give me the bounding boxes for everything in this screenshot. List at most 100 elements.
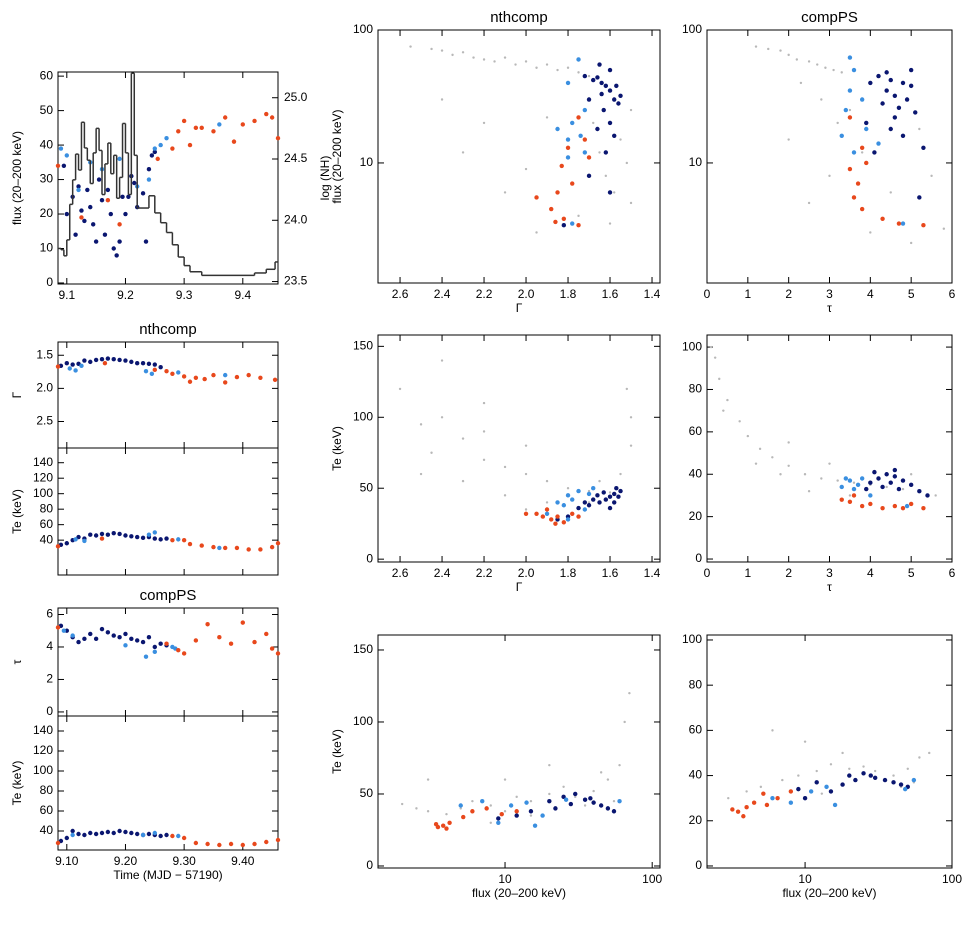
data-point [847, 115, 853, 120]
data-point [553, 806, 558, 811]
x-tick-label: 5 [908, 566, 915, 580]
data-point [555, 500, 560, 505]
y-tick-label: 0 [366, 551, 373, 565]
data-point [722, 409, 725, 412]
data-point [503, 778, 507, 781]
data-point [64, 541, 70, 546]
y-tick-label: 60 [40, 517, 54, 531]
data-point [129, 534, 134, 539]
data-point [117, 239, 122, 244]
data-point [143, 368, 149, 374]
data-point [607, 88, 613, 93]
data-point [105, 630, 111, 635]
data-point [832, 68, 835, 72]
data-point [70, 633, 75, 638]
data-point [275, 651, 281, 656]
y-tick-label: 100 [682, 632, 702, 646]
data-point [123, 829, 128, 835]
plot-frame [377, 634, 661, 869]
data-point [868, 773, 873, 778]
data-point [565, 80, 571, 86]
data-point [111, 633, 116, 638]
data-point [264, 839, 269, 845]
data-point [217, 842, 222, 848]
data-point [612, 500, 617, 505]
data-point [573, 791, 578, 797]
y-axis-label: Te (keV) [10, 489, 24, 534]
data-point [612, 133, 617, 139]
data-point [445, 812, 448, 816]
x-tick-label: 9.20 [114, 854, 138, 868]
data-point [619, 472, 622, 476]
data-point [917, 195, 922, 200]
x-tick-label: 2.4 [434, 566, 451, 580]
data-point [628, 691, 631, 695]
data-point [524, 800, 529, 805]
data-point [591, 486, 596, 491]
data-point [921, 145, 926, 150]
data-point [868, 493, 873, 498]
data-point [544, 507, 550, 512]
data-point [820, 792, 824, 795]
data-point [79, 215, 84, 220]
data-point [563, 797, 569, 802]
y-tick-label: 10 [689, 155, 703, 169]
data-point [426, 778, 430, 781]
data-point [482, 458, 486, 462]
data-point [843, 476, 849, 481]
data-point [855, 482, 861, 488]
data-point [591, 497, 596, 502]
data-point [576, 514, 581, 519]
data-point [61, 163, 67, 168]
data-point [135, 831, 140, 837]
data-point [745, 790, 748, 793]
x-tick-label: 100 [942, 872, 962, 886]
x-tick-label: 9.30 [172, 854, 196, 868]
data-point [612, 799, 616, 803]
data-point [140, 361, 146, 366]
data-point [896, 105, 902, 110]
data-point [787, 464, 790, 467]
data-point [618, 763, 621, 767]
data-point [568, 801, 574, 807]
data-point [577, 214, 580, 218]
data-point [918, 756, 921, 759]
data-point [93, 239, 99, 244]
data-point [70, 362, 75, 367]
data-point [105, 829, 111, 835]
data-point [829, 763, 833, 766]
data-point [839, 133, 844, 139]
data-point [892, 93, 898, 98]
data-point [921, 223, 926, 228]
data-point [828, 462, 831, 465]
data-point [614, 486, 619, 491]
data-point [61, 628, 67, 633]
data-point [470, 809, 475, 814]
data-point [79, 363, 84, 369]
data-point [880, 101, 885, 106]
data-point [181, 537, 187, 543]
data-point [872, 775, 878, 781]
data-point [152, 362, 157, 367]
x-tick-label: 0 [704, 566, 711, 580]
data-point [788, 800, 794, 805]
data-point [234, 374, 240, 380]
data-point [548, 792, 551, 796]
data-point [727, 796, 730, 800]
data-point [848, 108, 852, 112]
x-tick-label: 1.8 [560, 566, 577, 580]
data-point [146, 361, 152, 367]
y-tick-label: 40 [40, 137, 54, 151]
data-point [409, 45, 412, 48]
data-point [595, 126, 600, 132]
data-point [796, 786, 801, 792]
data-point [146, 635, 152, 640]
y-tick-label: 6 [46, 607, 53, 621]
data-point [269, 646, 275, 651]
data-point [815, 769, 818, 773]
data-point [851, 67, 857, 73]
x-tick-label: 1.4 [644, 566, 661, 580]
plot-frame [57, 71, 279, 285]
data-point [193, 375, 199, 380]
data-point [482, 401, 486, 405]
